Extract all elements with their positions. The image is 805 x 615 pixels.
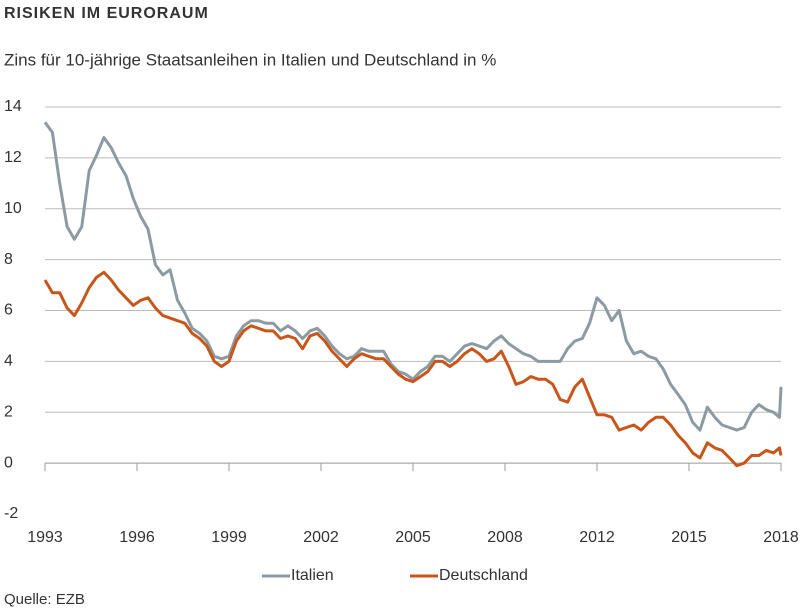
line bbox=[43, 121, 783, 432]
line bbox=[43, 270, 783, 468]
y-tick-label: 8 bbox=[4, 251, 13, 268]
x-tick-label: 1996 bbox=[119, 529, 155, 546]
source: Quelle: EZB bbox=[4, 591, 85, 608]
y-tick-label: 12 bbox=[4, 149, 22, 166]
x-tick-label: 2008 bbox=[487, 529, 523, 546]
y-tick-label: 6 bbox=[4, 302, 13, 319]
legend-label: Deutschland bbox=[439, 567, 528, 584]
x-tick-label: 1999 bbox=[211, 529, 247, 546]
x-tick-label: 2005 bbox=[395, 529, 431, 546]
y-tick-label: 0 bbox=[4, 454, 13, 471]
x-tick-label: 1993 bbox=[27, 529, 63, 546]
y-tick-label: 4 bbox=[4, 353, 13, 370]
y-tick-label: -2 bbox=[4, 505, 18, 522]
y-tick-label: 14 bbox=[4, 98, 22, 115]
chart-title: RISIKEN IM EURORAUM bbox=[4, 5, 209, 22]
x-tick-label: 2015 bbox=[671, 529, 707, 546]
x-tick-label: 2002 bbox=[303, 529, 339, 546]
legend-label: Italien bbox=[291, 567, 334, 584]
x-tick-label: 2012 bbox=[579, 529, 615, 546]
chart-subtitle: Zins für 10-jährige Staatsanleihen in It… bbox=[4, 50, 496, 69]
x-tick-label: 2018 bbox=[763, 529, 799, 546]
y-tick-label: 10 bbox=[4, 200, 22, 217]
y-tick-label: 2 bbox=[4, 403, 13, 420]
